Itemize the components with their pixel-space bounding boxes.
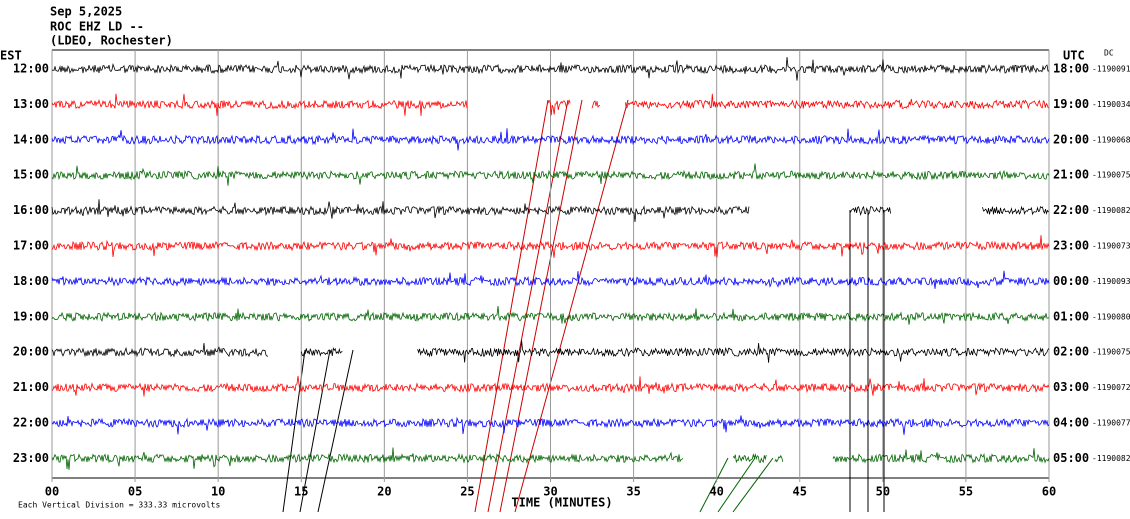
left-label: EST	[0, 49, 22, 63]
utc-label: 02:00	[1053, 345, 1089, 359]
dc-value: -1190072	[1092, 383, 1130, 392]
est-label: 20:00	[13, 345, 49, 359]
utc-label: 01:00	[1053, 309, 1089, 323]
x-tick-label: 00	[45, 485, 59, 499]
est-label: 16:00	[13, 203, 49, 217]
x-tick-label: 10	[211, 485, 225, 499]
utc-label: 03:00	[1053, 380, 1089, 394]
slant-line	[514, 99, 629, 513]
trace-segment	[774, 454, 784, 463]
slant-line	[487, 99, 569, 513]
dc-label: DC	[1104, 49, 1114, 58]
slant-line	[317, 349, 354, 513]
x-tick-label: 25	[460, 485, 474, 499]
trace-segment	[732, 453, 767, 464]
trace-segment	[832, 448, 1050, 464]
utc-label: 21:00	[1053, 168, 1089, 182]
est-label: 22:00	[13, 416, 49, 430]
x-tick-label: 20	[377, 485, 391, 499]
x-tick-label: 40	[709, 485, 723, 499]
x-tick-label: 55	[959, 485, 973, 499]
right-label: UTC	[1063, 49, 1085, 63]
dc-value: -1190082	[1092, 454, 1130, 463]
est-label: 23:00	[13, 451, 49, 465]
title-line: Sep 5,2025	[50, 5, 122, 19]
x-tick-label: 50	[876, 485, 890, 499]
utc-label: 05:00	[1053, 451, 1089, 465]
est-label: 15:00	[13, 168, 49, 182]
utc-label: 19:00	[1053, 97, 1089, 111]
trace-segment	[546, 99, 571, 116]
calibration-lines	[474, 99, 629, 513]
trace-segment	[51, 57, 1050, 81]
dc-value: -1190075	[1092, 171, 1130, 180]
trace-segment	[300, 346, 343, 357]
utc-label: 20:00	[1053, 132, 1089, 146]
utc-label: 00:00	[1053, 274, 1089, 288]
slant-line	[499, 99, 583, 513]
trace-segment	[51, 128, 1050, 151]
dc-value: -1190068	[1092, 135, 1130, 144]
footer: Each Vertical Division = 333.33 microvol…	[18, 501, 220, 510]
trace-segment	[51, 235, 1050, 258]
trace-segment	[51, 342, 269, 358]
utc-label: 23:00	[1053, 239, 1089, 253]
x-tick-label: 60	[1042, 485, 1056, 499]
dc-value: -1190075	[1092, 348, 1130, 357]
dc-value: -1190073	[1092, 242, 1130, 251]
slant-line	[717, 457, 756, 513]
trace-segment	[591, 100, 601, 109]
title-line: ROC EHZ LD --	[50, 20, 144, 34]
est-label: 21:00	[13, 380, 49, 394]
green-lines	[699, 457, 774, 513]
trace-segment	[51, 163, 1050, 186]
trace-segment	[51, 305, 1050, 325]
slant-line	[474, 99, 549, 513]
x-tick-label: 05	[128, 485, 142, 499]
x-tick-label: 35	[626, 485, 640, 499]
x-tick-label: 15	[294, 485, 308, 499]
x-label: TIME (MINUTES)	[511, 496, 612, 510]
trace-segment	[51, 447, 684, 470]
trace-segment	[51, 375, 1050, 397]
trace-segment	[849, 205, 891, 216]
offset-lines	[282, 210, 885, 513]
est-label: 18:00	[13, 274, 49, 288]
title-line: (LDEO, Rochester)	[50, 34, 173, 48]
est-label: 17:00	[13, 239, 49, 253]
est-label: 12:00	[13, 62, 49, 76]
trace-segment	[51, 415, 1050, 435]
trace-segment	[51, 93, 468, 116]
utc-label: 22:00	[1053, 203, 1089, 217]
dc-value: -1190093	[1092, 277, 1130, 286]
dc-value: -1190077	[1092, 419, 1130, 428]
trace-segment	[982, 205, 1049, 216]
est-label: 14:00	[13, 132, 49, 146]
est-label: 13:00	[13, 97, 49, 111]
est-label: 19:00	[13, 309, 49, 323]
dc-value: -1190091	[1092, 65, 1130, 74]
utc-label: 18:00	[1053, 62, 1089, 76]
trace-segment	[51, 199, 750, 223]
slant-line	[299, 349, 331, 513]
dc-value: -1190080	[1092, 312, 1130, 321]
trace-segment	[417, 340, 1049, 363]
trace-segment	[51, 270, 1050, 289]
dc-value: -1190034	[1092, 100, 1130, 109]
slant-line	[732, 457, 774, 513]
trace-segment	[624, 93, 1049, 110]
slant-line	[699, 457, 729, 513]
x-tick-label: 45	[793, 485, 807, 499]
x-tick-label: 30	[543, 485, 557, 499]
dc-value: -1190082	[1092, 206, 1130, 215]
utc-label: 04:00	[1053, 416, 1089, 430]
